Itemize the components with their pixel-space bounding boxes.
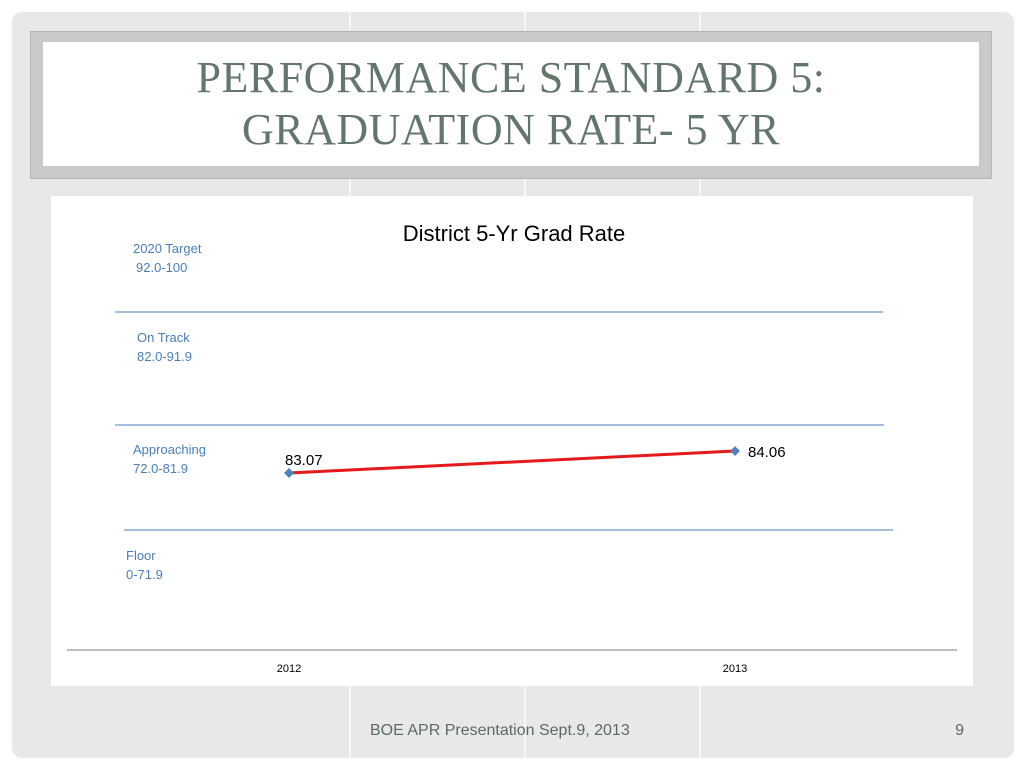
- data-label-2012: 83.07: [285, 452, 323, 469]
- band-label-floor: Floor: [126, 548, 156, 563]
- chart-title: District 5-Yr Grad Rate: [403, 221, 626, 246]
- band-range-on-track: 82.0-91.9: [137, 349, 192, 364]
- footer-text: BOE APR Presentation Sept.9, 2013: [370, 722, 630, 739]
- data-label-2013: 84.06: [748, 444, 786, 461]
- slide-title-line-2: GRADUATION RATE- 5 YR: [241, 105, 781, 154]
- chart-svg: District 5-Yr Grad Rate 2020 Target 92.0…: [67, 221, 957, 675]
- chart-panel: District 5-Yr Grad Rate 2020 Target 92.0…: [51, 196, 973, 686]
- data-point-2012: [284, 468, 294, 478]
- band-label-approaching: Approaching: [133, 442, 206, 457]
- title-area: PERFORMANCE STANDARD 5: GRADUATION RATE-…: [43, 42, 979, 166]
- series-line: [288, 449, 736, 475]
- page-number: 9: [955, 722, 964, 739]
- title-frame: PERFORMANCE STANDARD 5: GRADUATION RATE-…: [30, 31, 992, 179]
- data-point-2013: [730, 446, 740, 456]
- band-label-on-track: On Track: [137, 330, 190, 345]
- x-tick-label-2013: 2013: [723, 663, 747, 675]
- x-tick-label-2012: 2012: [277, 663, 301, 675]
- band-range-approaching: 72.0-81.9: [133, 461, 188, 476]
- band-label-target: 2020 Target: [133, 241, 202, 256]
- band-range-floor: 0-71.9: [126, 567, 163, 582]
- band-range-target: 92.0-100: [136, 260, 187, 275]
- slide-title-line-1: PERFORMANCE STANDARD 5:: [196, 53, 826, 102]
